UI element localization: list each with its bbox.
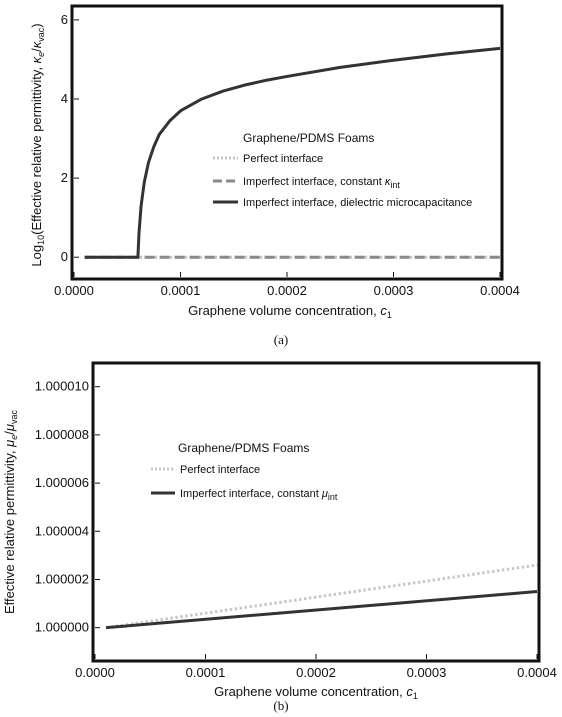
y-label-b-e: e: [9, 435, 19, 440]
a-series-line-2: [84, 46, 501, 259]
legend-a: Graphene/PDMS Foams Perfect interface Im…: [213, 131, 472, 209]
legend-label-a-perfect: Perfect interface: [243, 153, 323, 165]
plot-frame-b: [91, 361, 541, 663]
chart-b: 1.000000 1.000002 1.000004 1.000006 1.000008…: [2, 361, 557, 713]
a-ytick-label: 0: [61, 249, 68, 264]
legend-a-int: int: [390, 180, 400, 190]
a-ytick-label: 2: [61, 170, 68, 185]
b-xtick-label: 0.0002: [296, 665, 336, 680]
a-ytick-label: 6: [61, 12, 68, 27]
legend-b-int: int: [328, 492, 338, 502]
a-xtick-label: 0.0004: [480, 283, 520, 298]
b-ytick-label: 1.000000: [35, 620, 89, 635]
legend-title-a: Graphene/PDMS Foams: [243, 131, 374, 145]
y-label-a-kappa2: κ: [29, 40, 44, 48]
legend-b: Graphene/PDMS Foams Perfect interface Im…: [151, 441, 338, 502]
b-xtick-label: 0.0003: [407, 665, 447, 680]
caption-b: (b): [273, 698, 288, 713]
b-ytick-label: 1.000008: [35, 427, 89, 442]
y-axis-label-b: Effective relative permittivity, μe/μvac: [2, 409, 19, 614]
y-ticks-a: 0 2 4 6: [61, 12, 79, 264]
b-ytick-label: 1.000006: [35, 475, 89, 490]
series-a: [84, 46, 501, 259]
a-xtick-label: 0.0002: [267, 283, 307, 298]
x-ticks-a: 0.0000 0.0001 0.0002 0.0003 0.0004: [54, 272, 520, 298]
x-ticks-b: 0.0000 0.0001 0.0002 0.0003 0.0004: [75, 654, 557, 680]
y-label-b-text: Effective relative permittivity,: [2, 447, 17, 614]
y-ticks-b: 1.000000 1.000002 1.000004 1.000006 1.000008…: [35, 379, 100, 635]
y-label-a-log: Log: [29, 245, 44, 267]
b-ytick-label: 1.000002: [35, 571, 89, 586]
a-xtick-label: 0.0000: [54, 283, 94, 298]
b-ytick-label: 1.000004: [35, 523, 89, 538]
legend-title-b: Graphene/PDMS Foams: [178, 441, 309, 455]
y-label-a-vac: vac: [36, 27, 46, 42]
y-label-a-slash: /: [29, 48, 44, 52]
y-label-a-sub: 10: [36, 235, 46, 245]
x-label-b-text: Graphene volume concentration,: [214, 684, 406, 699]
x-label-a-text: Graphene volume concentration,: [188, 303, 380, 318]
legend-a-constant-text: Imperfect interface, constant: [243, 176, 385, 188]
plot-frame-a: [70, 4, 504, 281]
legend-label-b-constant: Imperfect interface, constant μint: [180, 488, 338, 502]
b-xtick-label: 0.0004: [517, 665, 557, 680]
y-label-a-close: ): [29, 23, 44, 27]
series-b: [105, 563, 538, 630]
y-label-b-slash: /: [2, 431, 17, 435]
x-axis-label-b: Graphene volume concentration, c1: [214, 684, 418, 701]
y-label-a-rest: (Effective relative permittivity,: [29, 63, 44, 234]
b-series-line-1: [105, 590, 538, 630]
y-label-b-mu2: μ: [2, 424, 17, 432]
b-xtick-label: 0.0001: [186, 665, 226, 680]
legend-label-a-dielectric: Imperfect interface, dielectric microcap…: [243, 197, 472, 209]
a-xtick-label: 0.0001: [161, 283, 201, 298]
x-label-a-sub: 1: [387, 310, 392, 320]
x-label-b-sub: 1: [413, 691, 418, 701]
y-label-a-e: e: [36, 52, 46, 57]
y-label-b-mu: μ: [2, 440, 17, 448]
b-ytick-label: 1.000010: [35, 379, 89, 394]
x-label-a-c: c: [380, 303, 387, 318]
legend-label-a-constant: Imperfect interface, constant κint: [243, 176, 400, 190]
y-label-a-kappa: κ: [29, 55, 44, 63]
legend-label-b-perfect: Perfect interface: [180, 464, 260, 476]
x-label-b-c: c: [406, 684, 413, 699]
legend-b-mu: μ: [321, 488, 328, 500]
a-xtick-label: 0.0003: [374, 283, 414, 298]
a-ytick-label: 4: [61, 91, 68, 106]
legend-a-kappa: κ: [385, 176, 391, 188]
b-xtick-label: 0.0000: [75, 665, 115, 680]
caption-a: (a): [274, 332, 288, 347]
y-label-b-vac: vac: [9, 409, 19, 424]
legend-b-constant-text: Imperfect interface, constant: [180, 488, 322, 500]
y-axis-label-a: Log10(Effective relative permittivity, κ…: [29, 23, 46, 266]
x-axis-label-a: Graphene volume concentration, c1: [188, 303, 392, 320]
